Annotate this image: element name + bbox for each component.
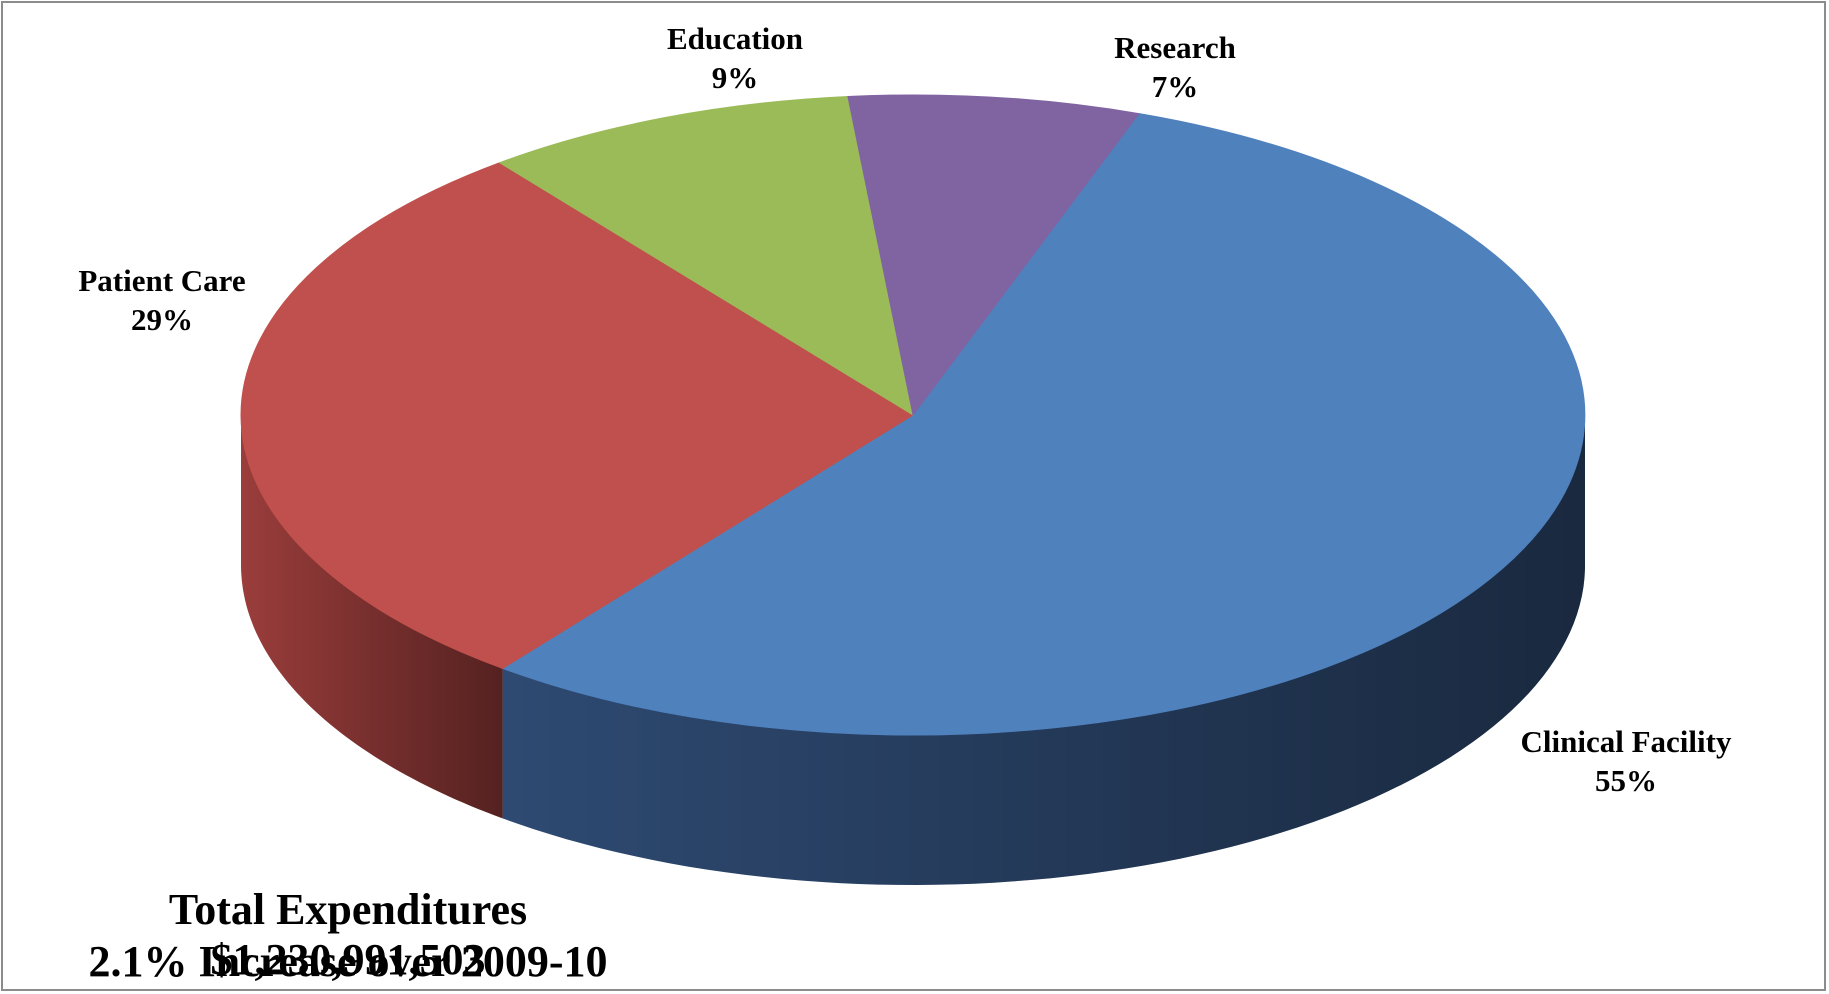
label-research-pct: 7%	[1152, 69, 1199, 104]
slice-clinical-facility	[501, 113, 1586, 736]
label-research-name: Research	[1114, 30, 1236, 65]
label-education-name: Education	[667, 21, 803, 56]
slice-education	[498, 95, 914, 417]
pie-tops	[240, 94, 1586, 736]
slice-side-shade-clinical-facility	[502, 418, 1586, 885]
increase-caption: 2.1% Increase over 2009-10	[88, 937, 608, 986]
pie-sides	[241, 415, 1586, 885]
label-clinical-facility-pct: 55%	[1595, 763, 1657, 798]
slice-research	[847, 94, 1140, 417]
label-clinical-facility-name: Clinical Facility	[1521, 724, 1732, 759]
slice-side-shade-patient-care	[241, 415, 503, 819]
total-expenditures-caption: Total Expenditures $1,230,991,503	[168, 885, 528, 984]
label-education-pct: 9%	[712, 60, 759, 95]
label-patient-care-name: Patient Care	[78, 263, 245, 298]
slice-labels: Education 9% Research 7% Patient Care 29…	[78, 21, 1732, 798]
slice-patient-care	[240, 162, 914, 669]
label-patient-care-pct: 29%	[131, 302, 193, 337]
